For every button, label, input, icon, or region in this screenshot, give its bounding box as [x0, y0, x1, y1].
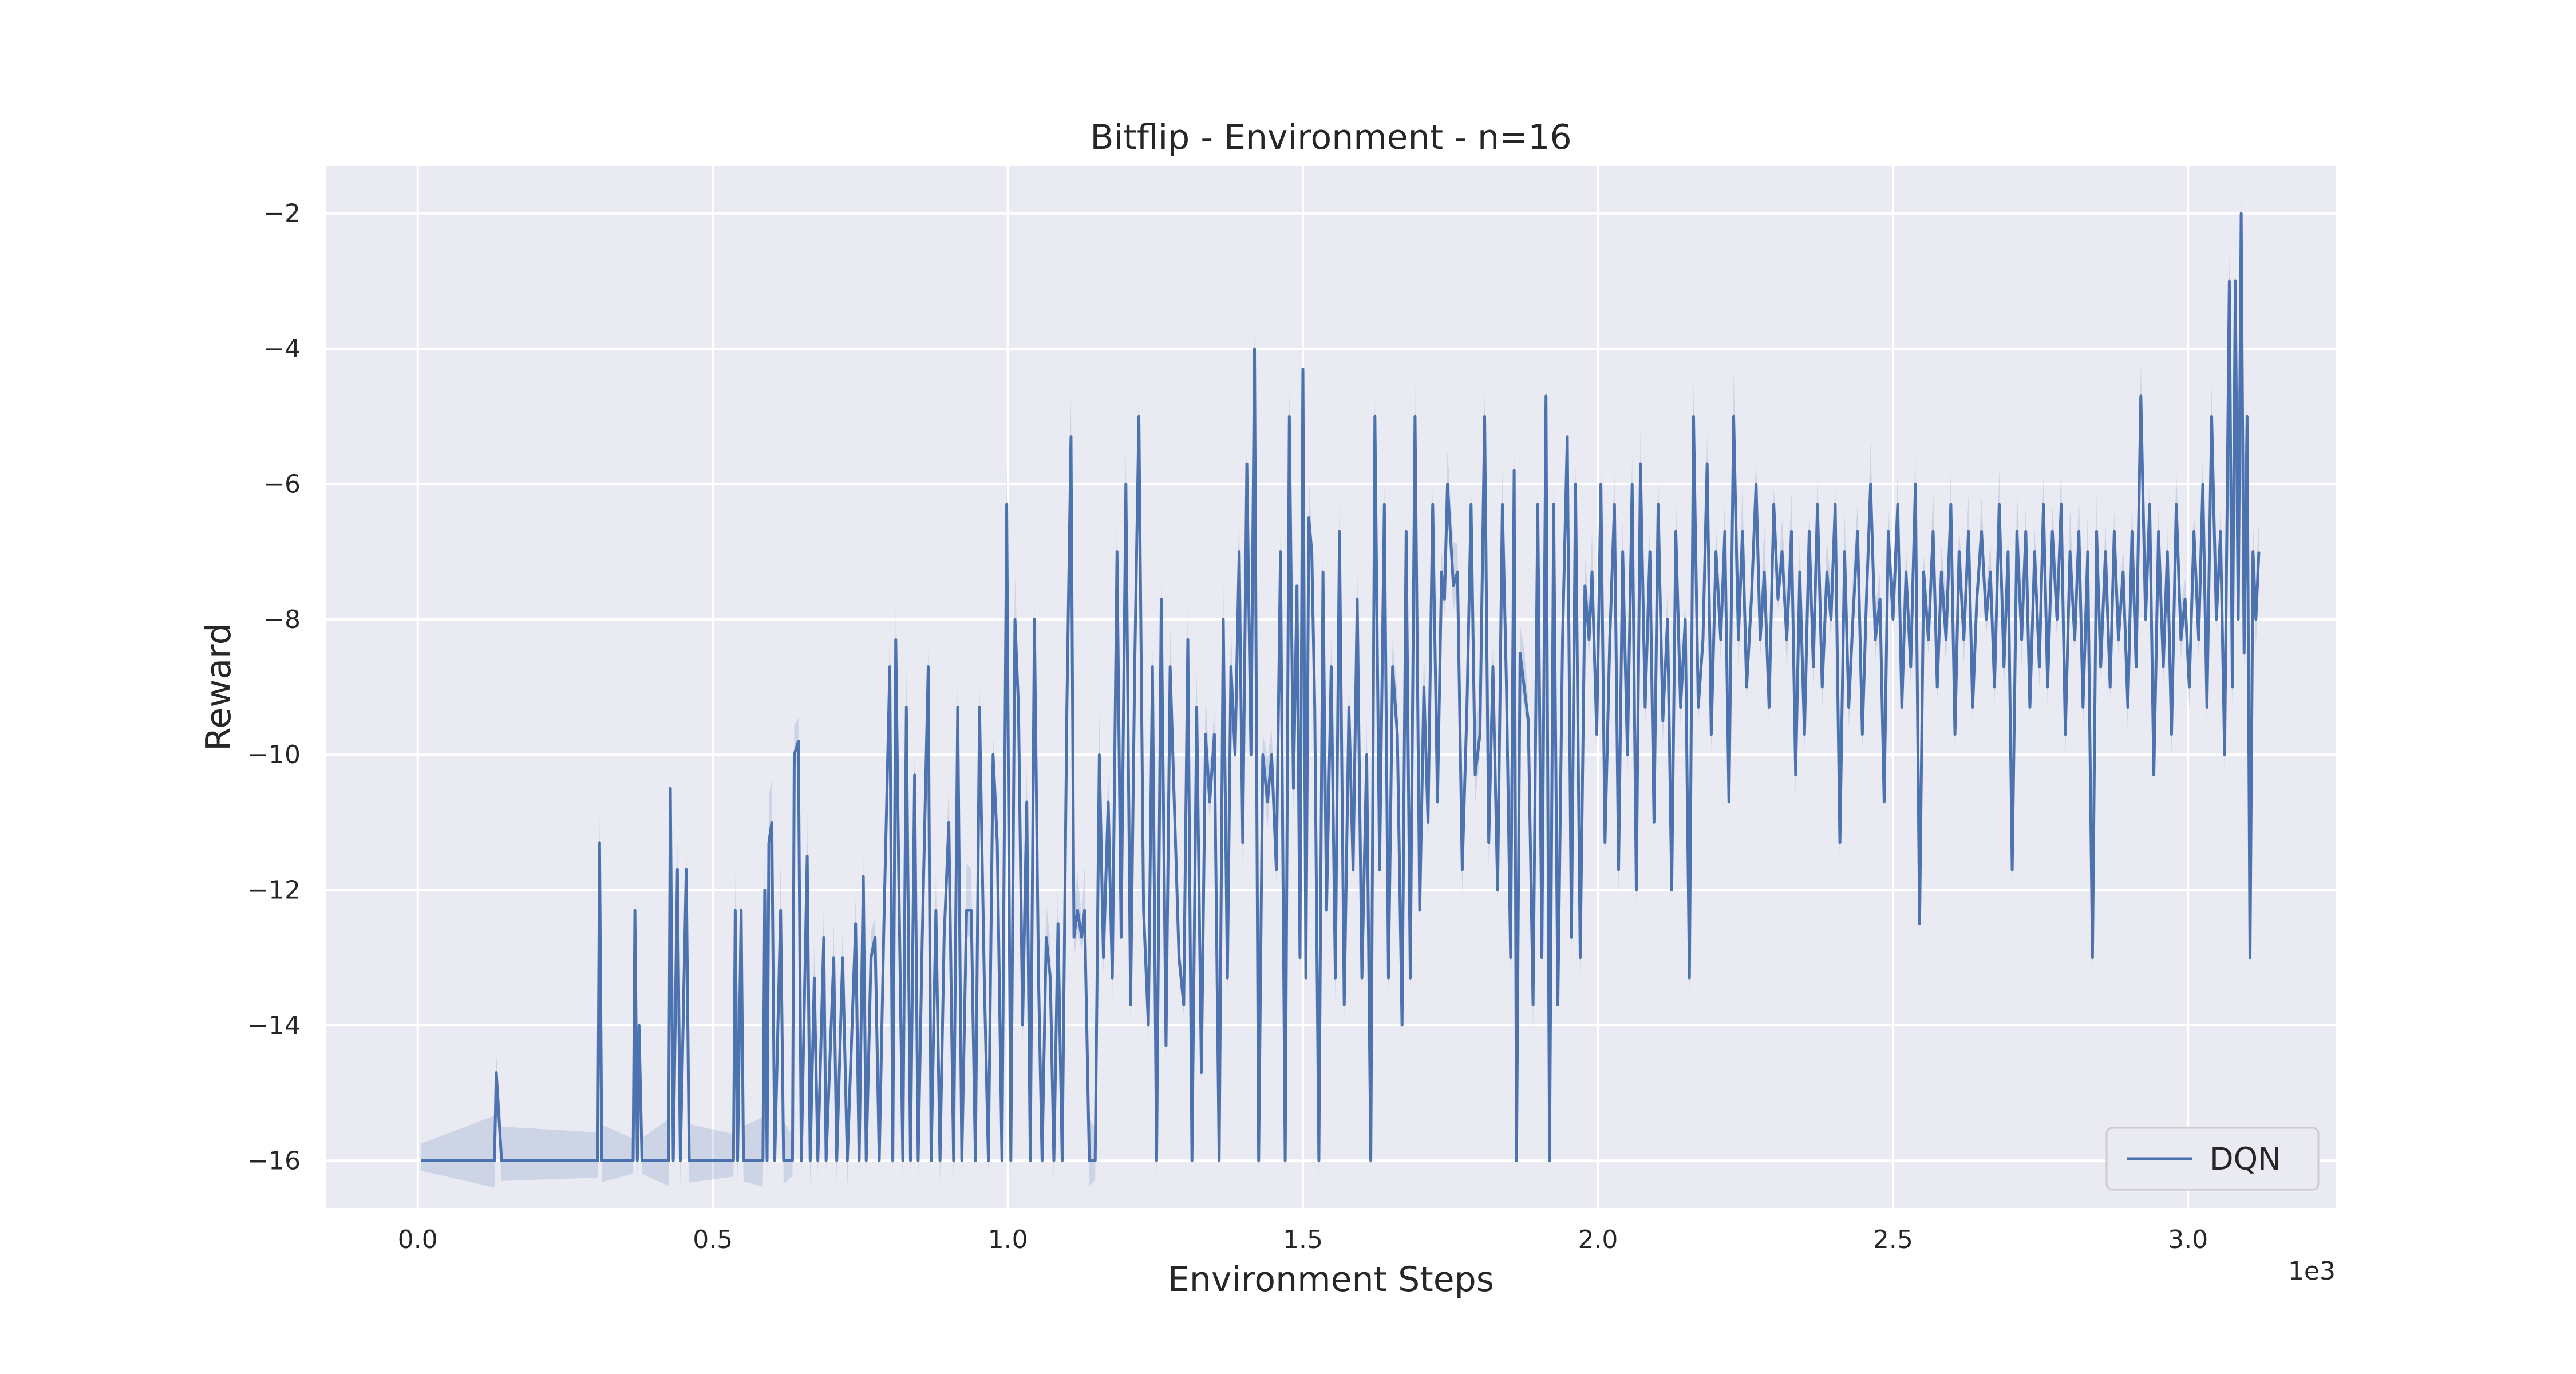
- x-tick-label: 1.0: [988, 1225, 1028, 1254]
- y-axis-label: Reward: [199, 623, 239, 751]
- x-tick-label: 0.5: [693, 1225, 733, 1254]
- legend-box: [2105, 1127, 2320, 1191]
- x-tick-label: 2.0: [1578, 1225, 1618, 1254]
- series-layer: [420, 195, 2261, 1188]
- x-tick-label: 3.0: [2168, 1225, 2208, 1254]
- x-axis-label: Environment Steps: [1168, 1260, 1494, 1300]
- series-line-dqn: [420, 212, 2261, 1162]
- x-tick-label: 0.0: [398, 1225, 438, 1254]
- y-tick-label: −16: [247, 1146, 301, 1175]
- y-tick-label: −4: [263, 334, 301, 364]
- y-tick-label: −6: [263, 469, 301, 499]
- legend: DQN: [2105, 1127, 2320, 1191]
- y-tick-label: −12: [247, 876, 301, 905]
- y-tick-label: −8: [263, 605, 301, 634]
- x-tick-label: 2.5: [1873, 1225, 1913, 1254]
- y-tick-label: −2: [263, 199, 301, 228]
- y-tick-label: −10: [247, 740, 301, 769]
- y-tick-labels: −16 −14 −12 −10 −8 −6 −4 −2: [247, 199, 301, 1176]
- x-offset-label: 1e3: [2288, 1257, 2336, 1286]
- x-tick-label: 1.5: [1283, 1225, 1323, 1254]
- x-tick-labels: 0.0 0.5 1.0 1.5 2.0 2.5 3.0: [398, 1225, 2208, 1254]
- chart-title: Bitflip - Environment - n=16: [1090, 117, 1571, 157]
- legend-label-dqn: DQN: [2210, 1141, 2281, 1177]
- y-tick-label: −14: [247, 1011, 301, 1040]
